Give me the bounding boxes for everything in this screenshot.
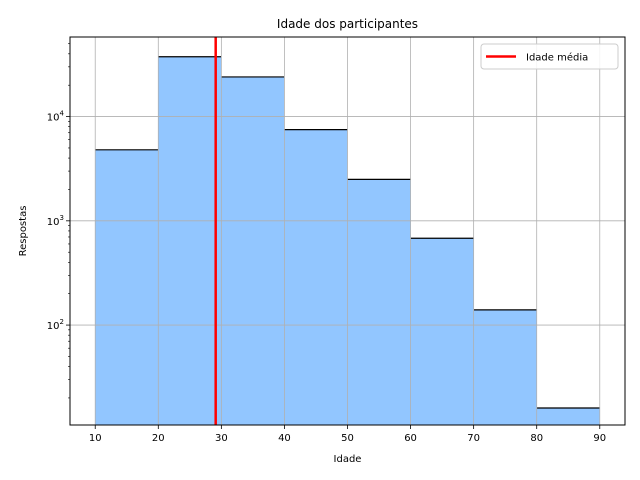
y-axis-label: Respostas (18, 206, 29, 257)
chart-title: Idade dos participantes (277, 17, 418, 31)
y-tick-label-1: 103 (47, 214, 64, 228)
x-tick-label-8: 90 (593, 433, 606, 444)
bar-3 (284, 129, 348, 425)
bar-7 (536, 408, 600, 425)
x-tick-label-3: 40 (278, 433, 291, 444)
x-tick-label-5: 60 (404, 433, 417, 444)
bar-4 (347, 179, 411, 425)
legend-box (480, 43, 619, 70)
x-axis-label: Idade (334, 454, 362, 465)
x-tick-label-1: 20 (152, 433, 165, 444)
legend: Idade média (480, 43, 619, 70)
x-tick-label-0: 10 (89, 433, 102, 444)
x-tick-label-4: 50 (341, 433, 354, 444)
legend-label: Idade média (526, 52, 588, 64)
x-tick-label-6: 70 (467, 433, 480, 444)
bar-1 (158, 56, 222, 426)
y-tick-label-0: 102 (47, 318, 64, 332)
bar-6 (473, 309, 537, 425)
x-tick-label-2: 30 (215, 433, 228, 444)
bars (95, 56, 600, 426)
x-tick-label-7: 80 (530, 433, 543, 444)
y-axis-ticks: 102 103 104 (47, 43, 70, 399)
x-axis-ticks: 10 20 30 40 50 60 70 80 90 (89, 425, 606, 444)
bar-0 (95, 149, 159, 425)
y-tick-label-2: 104 (47, 110, 65, 124)
bar-5 (410, 238, 474, 425)
bar-2 (221, 76, 285, 425)
grid (70, 37, 625, 425)
